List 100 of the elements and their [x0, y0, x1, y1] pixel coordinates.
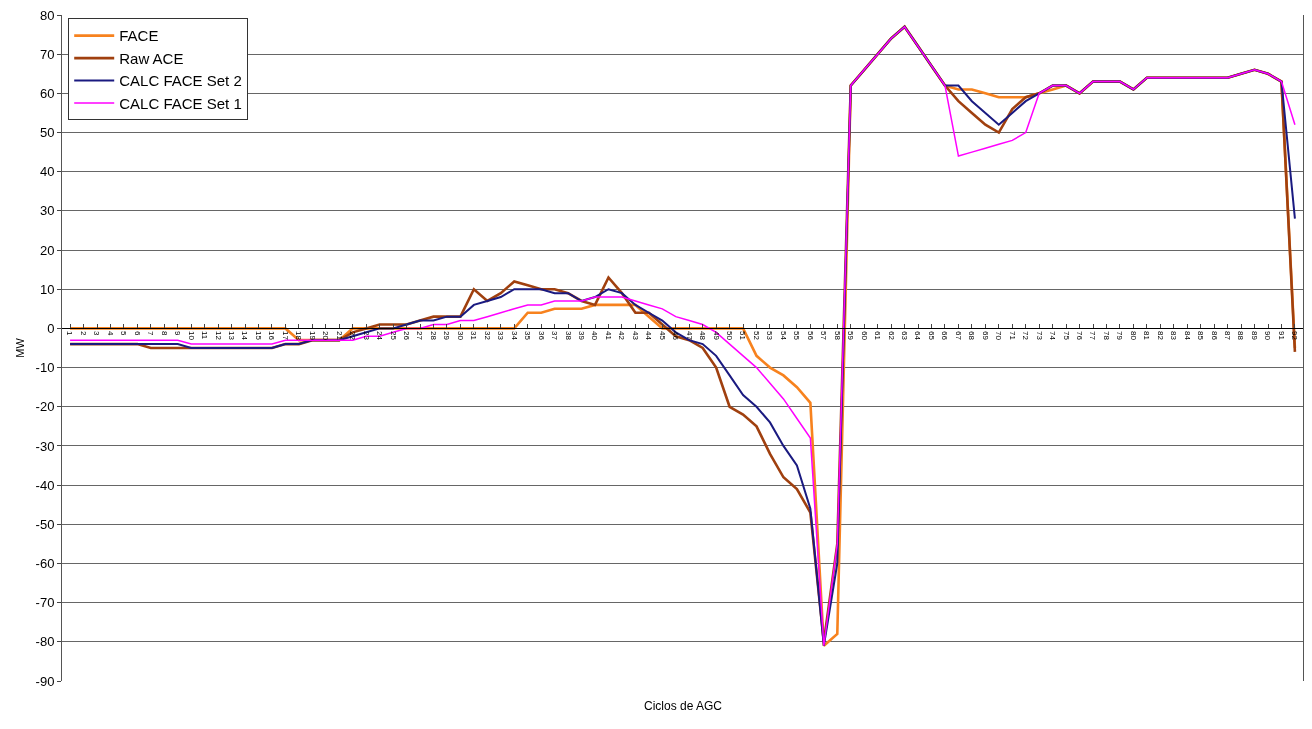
- x-tick-label: 66: [940, 331, 950, 341]
- x-tick-label: 92: [1290, 331, 1300, 341]
- x-tick-label: 45: [657, 331, 667, 341]
- x-tick-label: 30: [455, 331, 465, 341]
- x-tick-label: 32: [482, 331, 492, 341]
- x-tick-label: 60: [859, 331, 869, 341]
- x-tick-label: 24: [375, 331, 385, 341]
- x-tick-label: 27: [415, 331, 425, 341]
- x-tick-label: 86: [1209, 331, 1219, 341]
- x-tick-label: 3: [92, 331, 102, 337]
- x-tick-label: 67: [953, 331, 963, 341]
- x-tick-label: 29: [442, 331, 452, 341]
- x-tick-label: 68: [967, 331, 977, 341]
- y-tick-label: 40: [39, 164, 55, 180]
- x-tick-label: 82: [1155, 331, 1165, 341]
- x-tick-label: 79: [1115, 331, 1125, 341]
- y-tick-label: 70: [39, 46, 55, 62]
- x-tick-label: 21: [334, 331, 344, 341]
- x-tick-label: 4: [105, 331, 115, 337]
- x-tick-label: 55: [792, 331, 802, 341]
- y-tick-label: 20: [39, 242, 55, 258]
- x-tick-label: 48: [698, 331, 708, 341]
- x-tick-label: 87: [1223, 331, 1233, 341]
- x-tick-label: 57: [819, 331, 829, 341]
- y-tick-label: 80: [39, 7, 55, 23]
- x-tick-label: 88: [1236, 331, 1246, 341]
- x-tick-label: 43: [630, 331, 640, 341]
- x-tick-label: 52: [751, 331, 761, 341]
- x-tick-label: 18: [294, 331, 304, 341]
- x-tick-label: 70: [994, 331, 1004, 341]
- x-tick-label: 20: [321, 331, 331, 341]
- x-tick-label: 72: [1021, 331, 1031, 341]
- x-tick-label: 19: [307, 331, 317, 341]
- legend-label: FACE: [119, 27, 159, 45]
- x-tick-label: 77: [1088, 331, 1098, 341]
- x-tick-label: 75: [1061, 331, 1071, 341]
- x-tick-label: 76: [1074, 331, 1084, 341]
- x-tick-label: 40: [590, 331, 600, 341]
- x-tick-label: 6: [132, 331, 142, 337]
- x-tick-label: 1: [65, 331, 75, 337]
- x-tick-label: 39: [576, 331, 586, 341]
- x-tick-label: 53: [765, 331, 775, 341]
- x-tick-label: 28: [428, 331, 438, 341]
- x-tick-label: 54: [778, 331, 788, 341]
- legend-label: Raw ACE: [119, 49, 184, 67]
- x-tick-label: 69: [980, 331, 990, 341]
- x-tick-label: 73: [1034, 331, 1044, 341]
- x-tick-label: 17: [280, 331, 290, 341]
- x-tick-label: 74: [1048, 331, 1058, 341]
- x-tick-label: 16: [267, 331, 277, 341]
- x-tick-label: 26: [401, 331, 411, 341]
- x-tick-label: 10: [186, 331, 196, 341]
- x-tick-label: 38: [563, 331, 573, 341]
- x-tick-label: 23: [361, 331, 371, 341]
- y-tick-label: -50: [35, 516, 55, 532]
- legend-label: CALC FACE Set 1: [119, 94, 242, 112]
- x-tick-label: 49: [711, 331, 721, 341]
- x-tick-label: 15: [253, 331, 263, 341]
- x-tick-label: 14: [240, 331, 250, 341]
- x-tick-label: 85: [1196, 331, 1206, 341]
- x-tick-label: 31: [469, 331, 479, 341]
- x-tick-label: 63: [899, 331, 909, 341]
- y-tick-label: -90: [35, 673, 55, 689]
- y-axis-title: MW: [14, 337, 27, 358]
- x-tick-label: 59: [846, 331, 856, 341]
- y-tick-label: 0: [47, 320, 55, 336]
- x-tick-label: 91: [1276, 331, 1286, 341]
- x-tick-label: 33: [496, 331, 506, 341]
- x-tick-label: 50: [725, 331, 735, 341]
- x-tick-label: 58: [832, 331, 842, 341]
- x-tick-label: 80: [1128, 331, 1138, 341]
- y-tick-label: -10: [35, 360, 55, 376]
- x-axis-title: Ciclos de AGC: [644, 699, 723, 713]
- x-tick-label: 8: [159, 331, 169, 337]
- x-tick-label: 62: [886, 331, 896, 341]
- x-tick-label: 61: [873, 331, 883, 341]
- y-tick-label: 50: [39, 125, 55, 141]
- x-tick-label: 47: [684, 331, 694, 341]
- y-tick-label: 10: [39, 281, 55, 297]
- x-tick-label: 41: [603, 331, 613, 341]
- x-tick-label: 37: [550, 331, 560, 341]
- x-tick-label: 2: [78, 331, 88, 337]
- x-tick-label: 42: [617, 331, 627, 341]
- x-tick-label: 36: [536, 331, 546, 341]
- x-tick-label: 44: [644, 331, 654, 341]
- x-tick-label: 13: [226, 331, 236, 341]
- x-tick-label: 11: [200, 331, 210, 340]
- x-tick-label: 83: [1169, 331, 1179, 341]
- y-tick-label: 30: [39, 203, 55, 219]
- x-tick-label: 25: [388, 331, 398, 341]
- x-tick-label: 35: [523, 331, 533, 341]
- y-tick-label: -40: [35, 477, 55, 493]
- x-tick-label: 78: [1101, 331, 1111, 341]
- x-tick-label: 64: [913, 331, 923, 341]
- x-tick-label: 89: [1249, 331, 1259, 341]
- x-tick-label: 22: [348, 331, 358, 341]
- x-tick-label: 81: [1142, 331, 1152, 341]
- x-tick-label: 56: [805, 331, 815, 341]
- x-tick-label: 34: [509, 331, 519, 341]
- y-tick-label: -20: [35, 399, 55, 415]
